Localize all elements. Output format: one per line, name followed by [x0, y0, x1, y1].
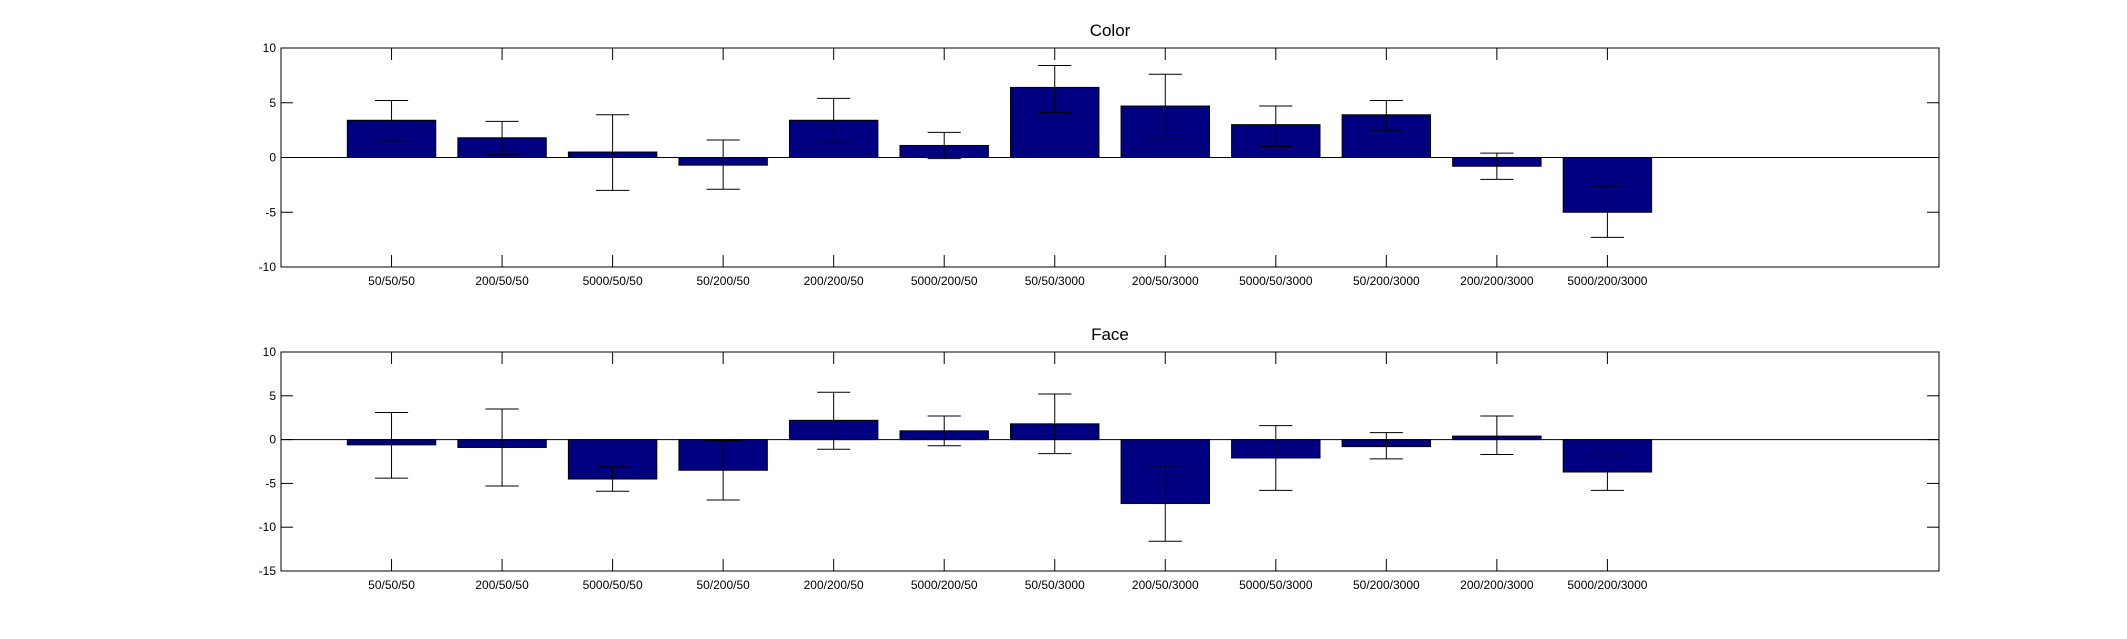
color-panel: Color -10 -5 0 5 10 50/50/50 200/50/50 5000/50/5… — [259, 21, 1940, 288]
plot-frame — [280, 351, 1940, 572]
face-panel: Face -15 -10 -5 0 5 10 50/50/50 200/50/50 5000/50… — [259, 325, 1940, 592]
x-tick-label: 50/200/3000 — [1353, 578, 1420, 592]
x-tick-label: 5000/200/50 — [911, 578, 978, 592]
error-bar-200/200/50 — [817, 391, 851, 450]
x-tick-label: 50/200/3000 — [1353, 274, 1420, 288]
error-bar-50/200/3000 — [1369, 432, 1403, 460]
y-tick-label: 5 — [269, 96, 276, 110]
x-tick-label: 50/200/50 — [696, 274, 750, 288]
x-tick-label: 50/50/3000 — [1025, 274, 1085, 288]
y-tick-label: 5 — [269, 389, 276, 403]
x-tick-label: 200/200/3000 — [1460, 274, 1534, 288]
x-tick-label: 200/50/50 — [475, 578, 529, 592]
x-tick-label: 200/200/50 — [804, 274, 864, 288]
y-tick-label: -5 — [265, 205, 276, 219]
x-tick-label: 50/50/50 — [368, 274, 415, 288]
x-tick-label: 200/50/3000 — [1132, 274, 1199, 288]
error-bar-5000/50/3000 — [1259, 105, 1293, 148]
y-tick-label: -10 — [259, 520, 277, 534]
x-tick-label: 50/200/50 — [696, 578, 750, 592]
y-tick-label: 0 — [269, 433, 276, 447]
error-bar-5000/200/3000 — [1590, 453, 1624, 491]
x-tick-label: 200/200/50 — [804, 578, 864, 592]
error-bar-200/50/3000 — [1148, 73, 1182, 139]
error-bar-5000/50/50 — [596, 114, 630, 191]
y-tick-label: -5 — [265, 476, 276, 490]
x-tick-label: 5000/50/3000 — [1239, 578, 1313, 592]
error-bar-200/200/3000 — [1480, 415, 1514, 455]
error-bar-200/200/50 — [817, 97, 851, 144]
error-bar-5000/200/50 — [927, 131, 961, 160]
error-bar-5000/50/50 — [596, 466, 630, 492]
x-tick-label: 5000/50/50 — [583, 274, 643, 288]
x-tick-label: 5000/50/3000 — [1239, 274, 1313, 288]
x-tick-label: 200/50/50 — [475, 274, 529, 288]
x-tick-label: 5000/200/50 — [911, 274, 978, 288]
error-bar-50/200/50 — [706, 439, 740, 501]
error-bar-50/50/50 — [374, 100, 409, 142]
x-tick-label: 200/50/3000 — [1132, 578, 1199, 592]
error-bar-50/200/50 — [706, 139, 740, 190]
y-tick-label: 10 — [263, 41, 277, 55]
x-tick-label: 5000/200/3000 — [1567, 578, 1647, 592]
error-bar-5000/200/3000 — [1590, 185, 1624, 238]
error-bar-200/200/3000 — [1480, 152, 1514, 180]
error-bar-200/50/3000 — [1148, 465, 1182, 542]
error-bar-200/50/50 — [485, 120, 519, 155]
x-tick-label: 5000/50/50 — [583, 578, 643, 592]
error-bar-50/50/50 — [374, 411, 409, 479]
y-tick-label: 0 — [269, 151, 276, 165]
error-bar-5000/50/3000 — [1259, 425, 1293, 491]
y-tick-label: -15 — [259, 564, 277, 578]
x-tick-label: 5000/200/3000 — [1567, 274, 1647, 288]
chart-title: Color — [1090, 21, 1131, 40]
error-bar-5000/200/50 — [927, 415, 961, 447]
error-bar-200/50/50 — [485, 408, 519, 487]
x-tick-label: 50/50/3000 — [1025, 578, 1085, 592]
error-bar-50/50/3000 — [1038, 65, 1072, 114]
chart-title: Face — [1091, 325, 1129, 344]
x-tick-label: 50/50/50 — [368, 578, 415, 592]
error-bar-50/50/3000 — [1038, 393, 1072, 455]
x-tick-label: 200/200/3000 — [1460, 578, 1534, 592]
error-bar-50/200/3000 — [1369, 100, 1403, 131]
y-tick-label: -10 — [259, 260, 277, 274]
y-tick-label: 10 — [263, 345, 277, 359]
